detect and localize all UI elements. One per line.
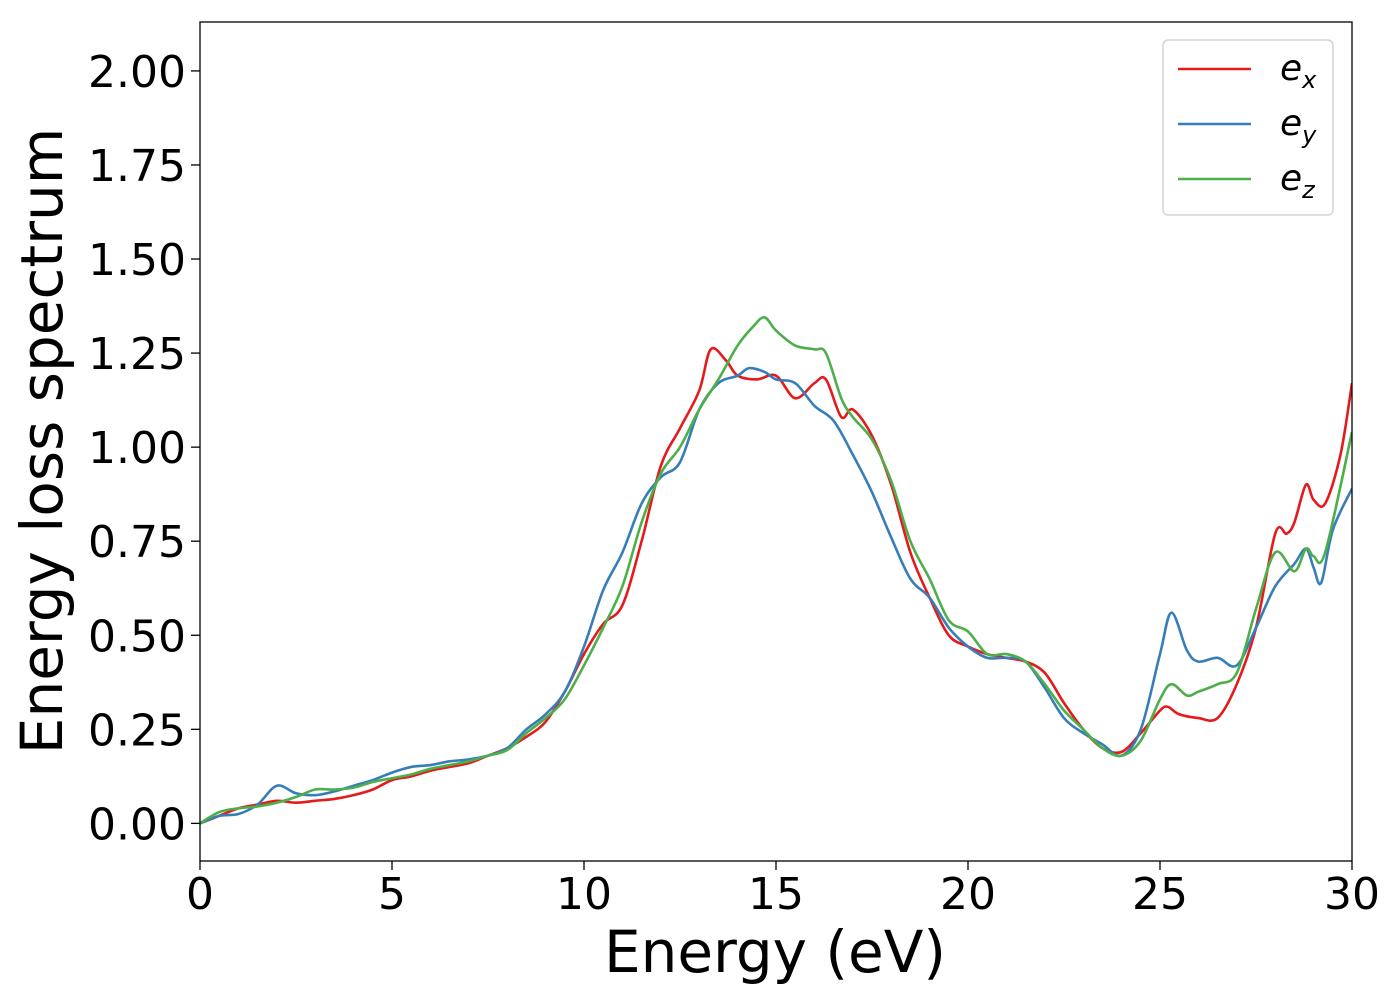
y-tick-label: 0.25	[88, 705, 186, 756]
legend-box	[1162, 39, 1334, 216]
x-tick-label: 5	[378, 869, 406, 920]
x-tick-label: 15	[748, 869, 804, 920]
series-line-e-x	[200, 346, 1352, 825]
x-tick-label: 25	[1132, 869, 1188, 920]
x-tick-label: 10	[556, 869, 612, 920]
y-tick-label: 0.75	[88, 517, 186, 568]
axes-layer: 0 5 10 15 20 25 30 0.00 0.25 0.50 0.75 1.00 1.25 1.50…	[88, 21, 1380, 920]
series-line-e-z	[200, 316, 1352, 825]
y-tick-label: 1.50	[88, 235, 186, 286]
y-tick-label: 1.75	[88, 141, 186, 192]
y-tick-label: 1.25	[88, 329, 186, 380]
x-tick-label: 30	[1324, 869, 1380, 920]
x-axis-title: Energy (eV)	[604, 918, 946, 986]
y-tick-label: 1.00	[88, 423, 186, 474]
y-tick-label: 0.00	[88, 799, 186, 850]
x-tick-label: 20	[940, 869, 996, 920]
y-tick-label: 0.50	[88, 611, 186, 662]
y-axis-title: Energy loss spectrum	[8, 128, 76, 754]
series-line-e-y	[200, 366, 1352, 825]
x-tick-label: 0	[186, 869, 214, 920]
series-layer	[200, 316, 1352, 825]
y-tick-label: 2.00	[88, 47, 186, 98]
